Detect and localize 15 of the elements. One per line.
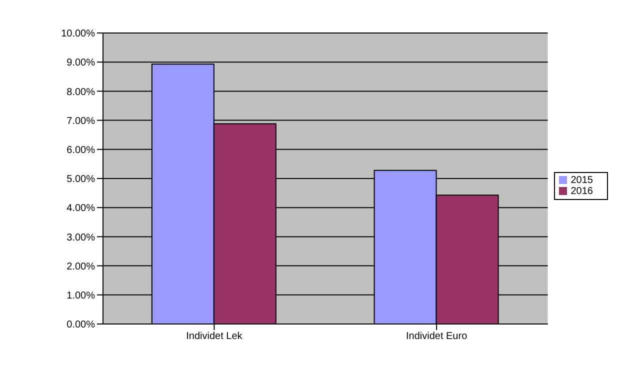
y-tick-label: 6.00% [66,144,96,156]
y-tick-label: 2.00% [66,261,96,272]
y-tick-label: 10.00% [61,28,96,40]
legend-label: 2016 [570,186,593,197]
y-tick-label: 0.00% [66,320,96,331]
y-tick-label: 3.00% [66,232,96,244]
x-tick-label: Individet Lek [186,331,244,342]
y-tick-label: 7.00% [66,116,96,127]
x-tick-label: Individet Euro [406,331,468,342]
y-tick-label: 4.00% [66,203,96,214]
y-tick-label: 1.00% [66,290,96,302]
legend-label: 2015 [570,175,593,186]
y-tick-label: 5.00% [66,174,96,186]
y-tick-label: 8.00% [66,86,96,98]
y-tick-label: 9.00% [66,58,96,69]
